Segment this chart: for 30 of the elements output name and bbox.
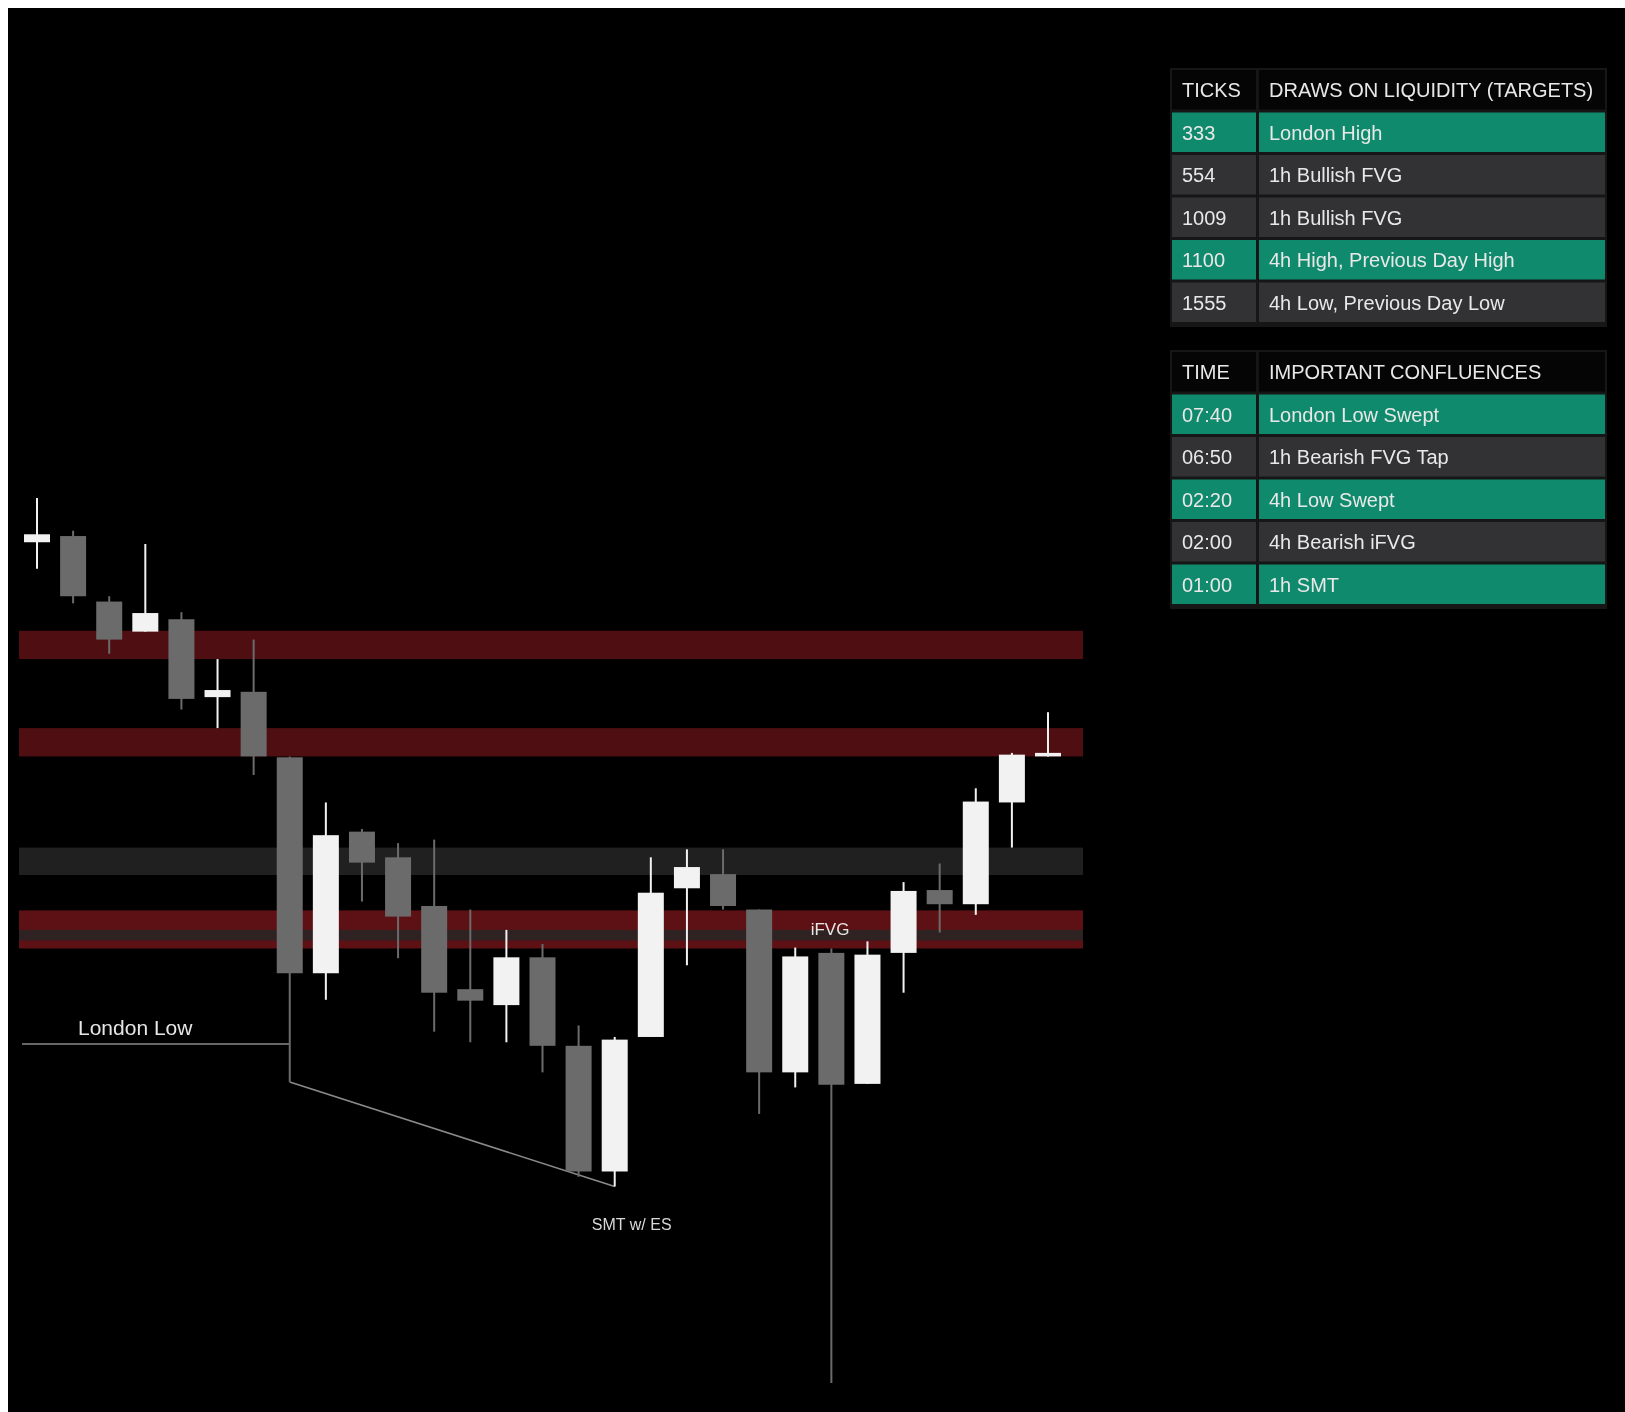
text: 4h High, Previous Day High [1269, 249, 1515, 272]
text: 1555 [1182, 291, 1227, 314]
category-label: DRAWS ON LIQUIDITY (TARGETS) [1269, 79, 1594, 102]
text: 1100 [1182, 249, 1226, 272]
text: 1h Bullish FVG [1269, 164, 1403, 187]
text: 554 [1182, 164, 1216, 187]
candlestick [457, 908, 484, 1044]
text: 4h Low, Previous Day Low [1269, 291, 1505, 314]
text: 07:40 [1182, 403, 1233, 426]
category-label: IMPORTANT CONFLUENCES [1269, 361, 1542, 384]
text: 1h Bullish FVG [1269, 206, 1403, 229]
candlestick [24, 497, 50, 570]
text: 02:00 [1182, 531, 1233, 554]
ref-line-label: London Low [78, 1016, 194, 1040]
text: 01:00 [1182, 573, 1233, 596]
text: London High [1269, 121, 1383, 144]
text: 333 [1182, 121, 1216, 144]
text: 1h Bearish FVG Tap [1269, 446, 1449, 469]
category-label: TICKS [1182, 79, 1241, 102]
text: 4h Low Swept [1269, 488, 1395, 511]
category-label: TIME [1182, 361, 1230, 384]
text: 02:20 [1182, 488, 1233, 511]
text: London Low Swept [1269, 403, 1440, 426]
band-label: iFVG [810, 920, 850, 940]
annotation: SMT w/ ES [591, 1216, 672, 1233]
text: 1009 [1182, 206, 1227, 229]
text: 4h Bearish iFVG [1269, 531, 1416, 554]
candlestick [204, 658, 231, 730]
text: 1h SMT [1269, 573, 1340, 596]
text: 06:50 [1182, 446, 1233, 469]
